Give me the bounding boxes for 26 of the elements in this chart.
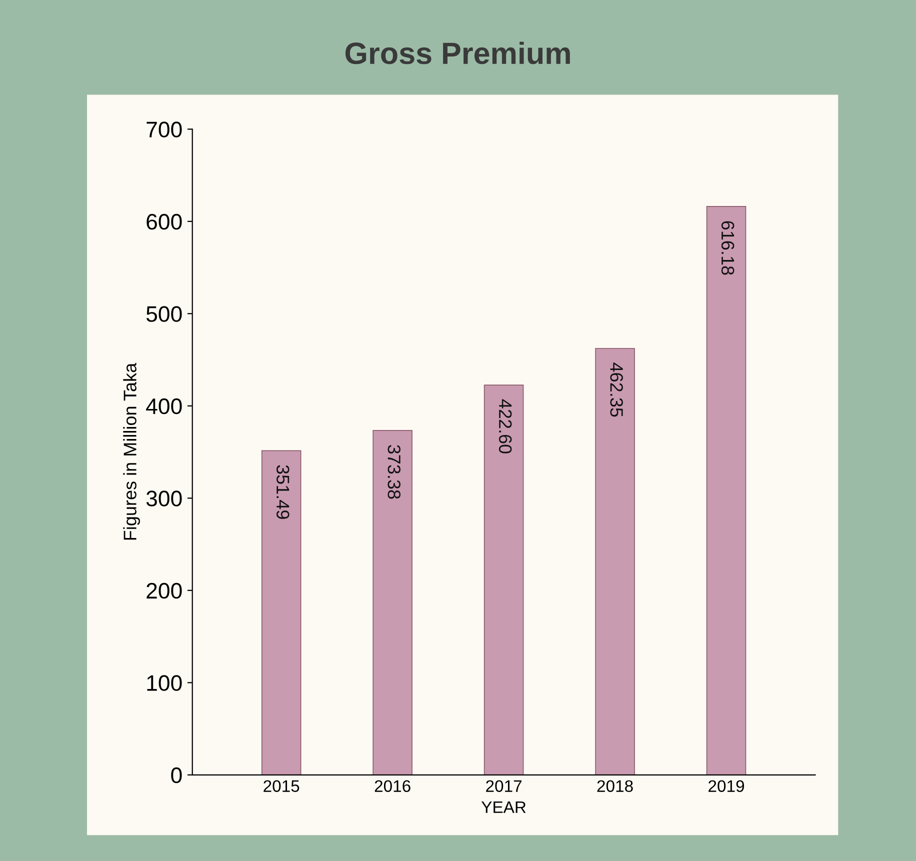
y-tick-label: 300 xyxy=(146,490,182,506)
y-tick-label: 200 xyxy=(146,582,182,599)
bar xyxy=(595,348,635,775)
y-tick-label: 400 xyxy=(146,398,182,414)
bar xyxy=(706,206,746,775)
x-tick-label: 2019 xyxy=(708,780,744,792)
x-tick-label: 2015 xyxy=(264,780,300,792)
y-tick-label: 500 xyxy=(146,306,182,322)
bar xyxy=(484,384,524,775)
y-tick-label: 100 xyxy=(147,675,182,691)
y-tick-label: 700 xyxy=(146,122,182,138)
data-label: 351.49 xyxy=(276,465,290,519)
data-label: 373.38 xyxy=(388,444,401,499)
bar xyxy=(372,430,412,775)
data-label: 422.60 xyxy=(498,399,512,454)
chart-title: Gross Premium xyxy=(345,42,570,64)
x-axis-title: YEAR xyxy=(481,801,526,813)
y-tick-label: 0 xyxy=(171,767,182,784)
x-tick-label: 2016 xyxy=(374,780,410,792)
x-tick-label: 2017 xyxy=(486,780,522,792)
y-tick-label: 600 xyxy=(146,214,182,230)
data-label: 616.18 xyxy=(721,221,734,275)
bar xyxy=(261,450,302,775)
data-label: 462.35 xyxy=(610,362,623,417)
x-tick-label: 2018 xyxy=(597,780,633,792)
y-axis-title: Figures in Million Taka xyxy=(123,362,140,540)
